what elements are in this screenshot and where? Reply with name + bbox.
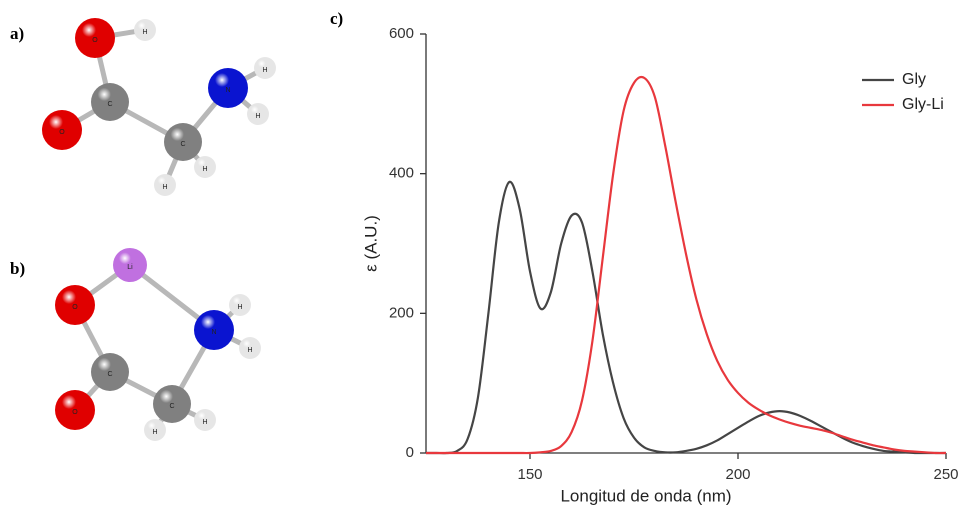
atom-label: H: [162, 184, 167, 191]
panel-label: a): [10, 24, 24, 43]
x-tick-label: 250: [933, 466, 958, 483]
legend-label: Gly-Li: [902, 96, 944, 113]
atom-label: C: [169, 403, 174, 410]
figure: a) b) c) 0 200 400 600 150 200 250 Longitud de o…: [0, 0, 975, 512]
series-line: [426, 77, 946, 453]
atom-label: H: [202, 166, 207, 173]
atom-label: O: [72, 304, 78, 311]
chart: c) 0 200 400 600 150 200 250 Longitud de onda (n…: [330, 9, 959, 506]
atom-label: N: [225, 87, 230, 94]
y-tick-label: 200: [389, 304, 414, 321]
panel-label: b): [10, 259, 25, 278]
atom-label: H: [247, 347, 252, 354]
atom-label: C: [180, 141, 185, 148]
series-line: [426, 182, 946, 453]
atom-label: H: [262, 67, 267, 74]
atom-label: O: [92, 37, 98, 44]
atom-label: O: [59, 129, 65, 136]
x-tick-label: 150: [517, 466, 542, 483]
legend-label: Gly: [902, 71, 926, 88]
panel-label: c): [330, 9, 343, 28]
atom-label: Li: [127, 264, 133, 271]
y-tick-label: 0: [406, 444, 414, 461]
atom-label: N: [211, 329, 216, 336]
y-axis-label: ε (A.U.): [361, 215, 380, 272]
atom-label: C: [107, 371, 112, 378]
atom-label: H: [202, 419, 207, 426]
y-tick-label: 400: [389, 165, 414, 182]
atom-label: O: [72, 409, 78, 416]
y-tick-label: 600: [389, 25, 414, 42]
x-tick-label: 200: [725, 466, 750, 483]
x-axis-label: Longitud de onda (nm): [560, 486, 731, 505]
atom-label: H: [237, 304, 242, 311]
atom-label: C: [107, 101, 112, 108]
atom-label: H: [152, 429, 157, 436]
atom-label: H: [142, 29, 147, 36]
atom-label: H: [255, 113, 260, 120]
